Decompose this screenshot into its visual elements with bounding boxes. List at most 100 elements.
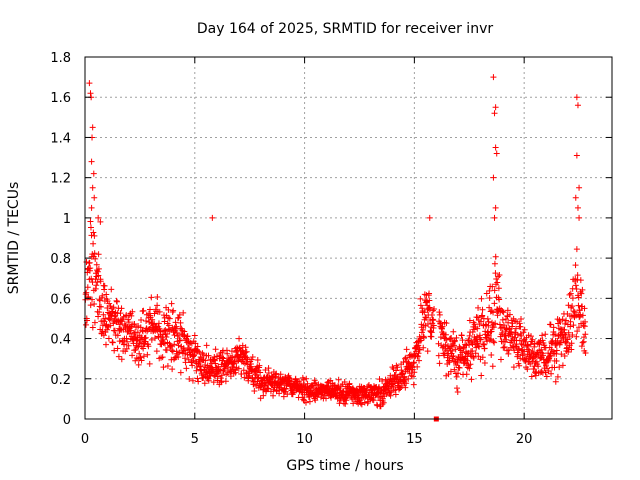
data-point [138, 317, 145, 324]
data-point [517, 323, 524, 330]
data-point [257, 369, 264, 376]
data-point [212, 360, 219, 367]
data-point [173, 323, 180, 330]
data-point [522, 357, 529, 364]
data-point [475, 304, 482, 311]
y-axis-label: SRMTID / TECUs [6, 182, 22, 295]
data-point [529, 336, 536, 343]
data-point [573, 333, 580, 340]
data-point [337, 397, 344, 404]
data-point [302, 399, 309, 406]
data-point [521, 348, 528, 355]
data-point [548, 370, 555, 377]
data-point [443, 336, 450, 343]
data-point [524, 366, 531, 373]
x-tick-label: 5 [191, 432, 199, 447]
data-point [175, 314, 182, 321]
grid-lines [85, 57, 612, 419]
data-point [140, 353, 147, 360]
data-point [420, 344, 427, 351]
data-point [454, 389, 461, 396]
data-point [171, 341, 178, 348]
data-point [470, 353, 477, 360]
data-point [211, 357, 218, 364]
data-point [482, 321, 489, 328]
data-point [499, 308, 506, 315]
data-point [121, 341, 128, 348]
data-point [496, 321, 503, 328]
data-point-outlier [572, 194, 579, 201]
data-point [410, 381, 417, 388]
data-point [402, 354, 409, 361]
data-point [553, 350, 560, 357]
data-point [159, 354, 166, 361]
data-point [542, 331, 549, 338]
data-point [495, 285, 502, 292]
data-point [481, 359, 488, 366]
data-point [442, 331, 449, 338]
data-point-outlier [576, 184, 583, 191]
data-point [507, 328, 514, 335]
data-point [90, 229, 97, 236]
data-point [559, 362, 566, 369]
data-point [163, 334, 170, 341]
data-point [224, 350, 231, 357]
data-point [118, 356, 125, 363]
data-point [110, 304, 117, 311]
data-point [296, 378, 303, 385]
data-point [511, 329, 518, 336]
data-point [488, 328, 495, 335]
data-point [191, 351, 198, 358]
data-point [416, 346, 423, 353]
data-point [527, 341, 534, 348]
data-point [403, 346, 410, 353]
data-point [494, 312, 501, 319]
data-point [97, 303, 104, 310]
data-point [169, 308, 176, 315]
data-point [262, 367, 269, 374]
data-point [131, 320, 138, 327]
data-point [195, 378, 202, 385]
data-point [553, 358, 560, 365]
y-tick-label: 0 [63, 413, 71, 428]
data-point [398, 382, 405, 389]
data-point [218, 372, 225, 379]
data-point [118, 305, 125, 312]
data-point [95, 251, 102, 258]
data-point [439, 344, 446, 351]
data-point [566, 333, 573, 340]
data-point [551, 331, 558, 338]
data-point [174, 315, 181, 322]
data-point [581, 305, 588, 312]
data-point [492, 253, 499, 260]
data-point [142, 334, 149, 341]
data-point [189, 362, 196, 369]
data-point [222, 378, 229, 385]
data-point [198, 367, 205, 374]
data-point-outlier [492, 144, 499, 151]
data-point [546, 353, 553, 360]
data-point [582, 318, 589, 325]
data-point [256, 362, 263, 369]
data-point [175, 342, 182, 349]
chart-title: Day 164 of 2025, SRMTID for receiver inv… [197, 21, 493, 37]
data-point [235, 365, 242, 372]
data-point [481, 345, 488, 352]
data-point [492, 270, 499, 277]
data-point [380, 399, 387, 406]
data-point [129, 308, 136, 315]
data-point [459, 349, 466, 356]
y-tick-label: 0.8 [50, 252, 71, 267]
data-point [553, 347, 560, 354]
data-point [140, 345, 147, 352]
data-point [168, 300, 175, 307]
data-point [559, 316, 566, 323]
data-point [191, 332, 198, 339]
data-point [393, 362, 400, 369]
data-point [106, 300, 113, 307]
data-point [93, 261, 100, 268]
data-point [87, 218, 94, 225]
data-point [370, 397, 377, 404]
data-point [135, 361, 142, 368]
data-point [414, 363, 421, 370]
